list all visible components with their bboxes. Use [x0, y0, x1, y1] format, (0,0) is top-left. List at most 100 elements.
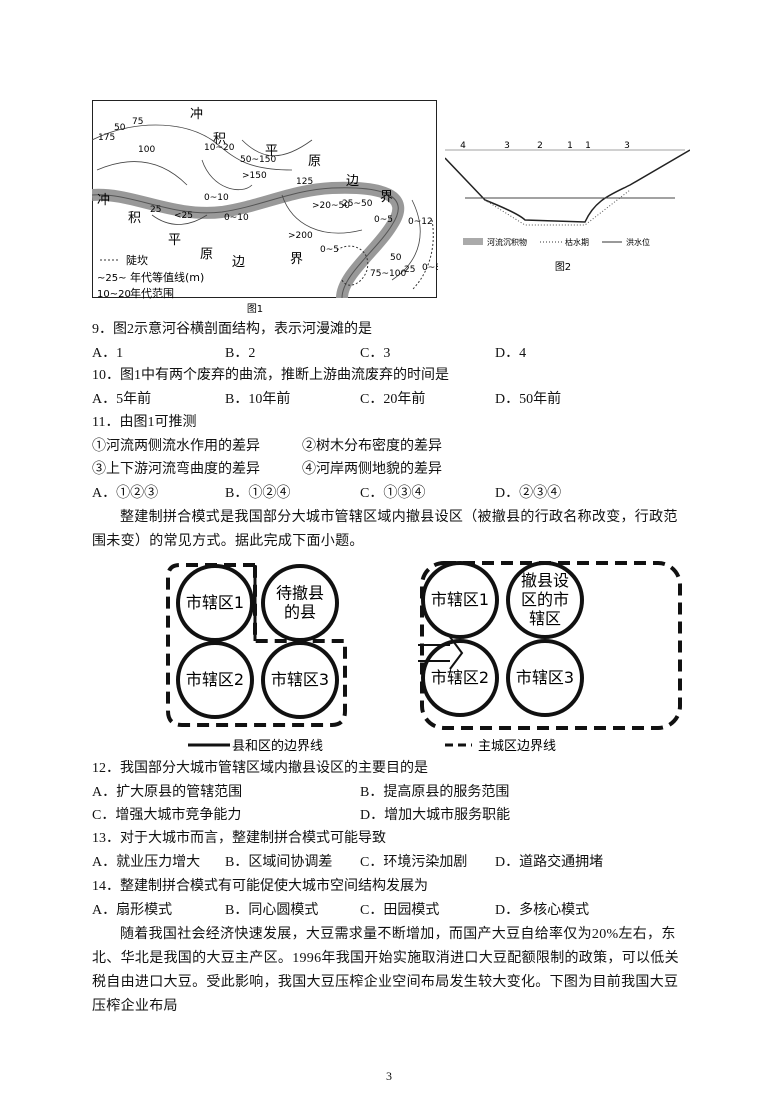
question-stem: 12．我国部分大城市管辖区域内撤县设区的主要目的是	[92, 761, 428, 776]
circle	[506, 561, 584, 639]
legend-label: 洪水位	[626, 237, 650, 247]
paragraph: 整建制拼合模式是我国部分大城市管辖区域内撤县设区（被撤县的行政名称改变，行政范围…	[92, 510, 678, 549]
width-label: 2	[537, 141, 543, 151]
contour-label: 0~12	[408, 217, 433, 227]
option: B．同心圆模式	[225, 903, 319, 918]
statement: ②树木分布密度的差异	[302, 439, 442, 454]
circle	[261, 641, 339, 719]
width-label: 4	[460, 141, 466, 151]
circle-label: 区的市	[521, 590, 569, 609]
circle-label: 撤县设	[521, 571, 569, 590]
map-label: 平	[265, 144, 278, 159]
map-label: 原	[308, 154, 321, 169]
statement: ③上下游河流弯曲度的差异	[92, 462, 260, 477]
contour-label: >20~50	[312, 201, 350, 211]
question-stem: 14．整建制拼合模式有可能促使大城市空间结构发展为	[92, 879, 428, 894]
option: D．增加大城市服务职能	[360, 808, 511, 823]
circle-label: 市辖区1	[186, 593, 244, 612]
question-stem: 11．由图1可推测	[92, 415, 197, 430]
option: A．①②③	[92, 486, 159, 501]
circle	[261, 564, 339, 642]
map-label: 界	[380, 190, 393, 205]
contour-label: 0~10	[224, 213, 249, 223]
circle	[176, 564, 254, 642]
contour-label: 25	[404, 265, 415, 275]
contour-label: 75~100	[370, 269, 406, 279]
contour-label: 25	[150, 205, 161, 215]
option: C．20年前	[360, 392, 426, 407]
option: D．道路交通拥堵	[495, 855, 604, 870]
legend-label: 主城区边界线	[478, 739, 556, 753]
page-number: 3	[386, 1069, 392, 1083]
map-label: 边	[346, 174, 359, 189]
statement: ④河岸两侧地貌的差异	[302, 462, 442, 477]
circle	[176, 641, 254, 719]
circle-label: 待撤县	[276, 584, 324, 603]
contour-label: 0~8	[422, 263, 438, 273]
circle	[506, 639, 584, 717]
contour-label: 175	[98, 133, 115, 143]
circle	[421, 561, 499, 639]
option: D．多核心模式	[495, 903, 590, 918]
map-label: 冲	[97, 193, 110, 208]
option: C．①③④	[360, 486, 426, 501]
width-label: 1	[567, 141, 573, 151]
legend-label: 河流沉积物	[487, 237, 527, 247]
width-label: 1	[585, 141, 591, 151]
map-label: 冲	[190, 107, 203, 122]
width-label: 3	[624, 141, 630, 151]
option: A．扇形模式	[92, 903, 173, 918]
statement: ①河流两侧流水作用的差异	[92, 439, 260, 454]
contour-label: 25~50	[342, 199, 373, 209]
option: C．环境污染加剧	[360, 855, 468, 870]
legend-label: 年代范围	[130, 286, 174, 300]
option: B．①②④	[225, 486, 291, 501]
legend-symbol: 10~20	[97, 289, 131, 300]
legend-label: 枯水期	[565, 237, 589, 247]
circle	[421, 639, 499, 717]
option: C．田园模式	[360, 903, 440, 918]
map-label: 边	[232, 255, 245, 270]
option: A．5年前	[92, 392, 152, 407]
map-label: 积	[213, 132, 226, 147]
contour-label: 0~10	[204, 193, 229, 203]
width-label: 3	[504, 141, 510, 151]
contour-label: >150	[242, 171, 267, 181]
contour-label: 50	[390, 253, 402, 263]
circle-label: 市辖区2	[186, 670, 244, 689]
contour-label: <25	[174, 211, 193, 221]
map-label: 原	[200, 247, 213, 262]
option: B．2	[225, 346, 256, 361]
contour-label: 10~20	[204, 143, 235, 153]
contour-label: 50	[114, 123, 126, 133]
circle-label: 市辖区3	[516, 668, 574, 687]
contour-label: 75	[132, 117, 143, 127]
contour-label: 0~5	[320, 245, 339, 255]
legend-label: 陡坎	[126, 254, 148, 267]
circle-label: 市辖区3	[271, 670, 329, 689]
circle-label: 市辖区2	[431, 668, 489, 687]
option: A．1	[92, 346, 124, 361]
legend-label: 年代等值线(m)	[130, 270, 204, 284]
map-label: 平	[168, 233, 181, 248]
option: C．增强大城市竞争能力	[92, 808, 242, 823]
circle-label: 市辖区1	[431, 590, 489, 609]
option: D．②③④	[495, 486, 562, 501]
option: B．区域间协调差	[225, 855, 333, 870]
option: B．提高原县的服务范围	[360, 785, 510, 800]
map-label: 界	[290, 252, 303, 267]
contour-label: 100	[138, 145, 155, 155]
contour-label: 125	[296, 177, 313, 187]
contour-label: 0~5	[374, 215, 393, 225]
question-stem: 9．图2示意河谷横剖面结构，表示河漫滩的是	[92, 322, 372, 337]
option: D．50年前	[495, 392, 562, 407]
option: A．就业压力增大	[92, 855, 201, 870]
legend-label: 县和区的边界线	[232, 738, 323, 753]
caption: 图1	[247, 303, 263, 315]
circle-label: 辖区	[529, 609, 561, 628]
question-stem: 10．图1中有两个废弃的曲流，推断上游曲流废弃的时间是	[92, 368, 449, 383]
